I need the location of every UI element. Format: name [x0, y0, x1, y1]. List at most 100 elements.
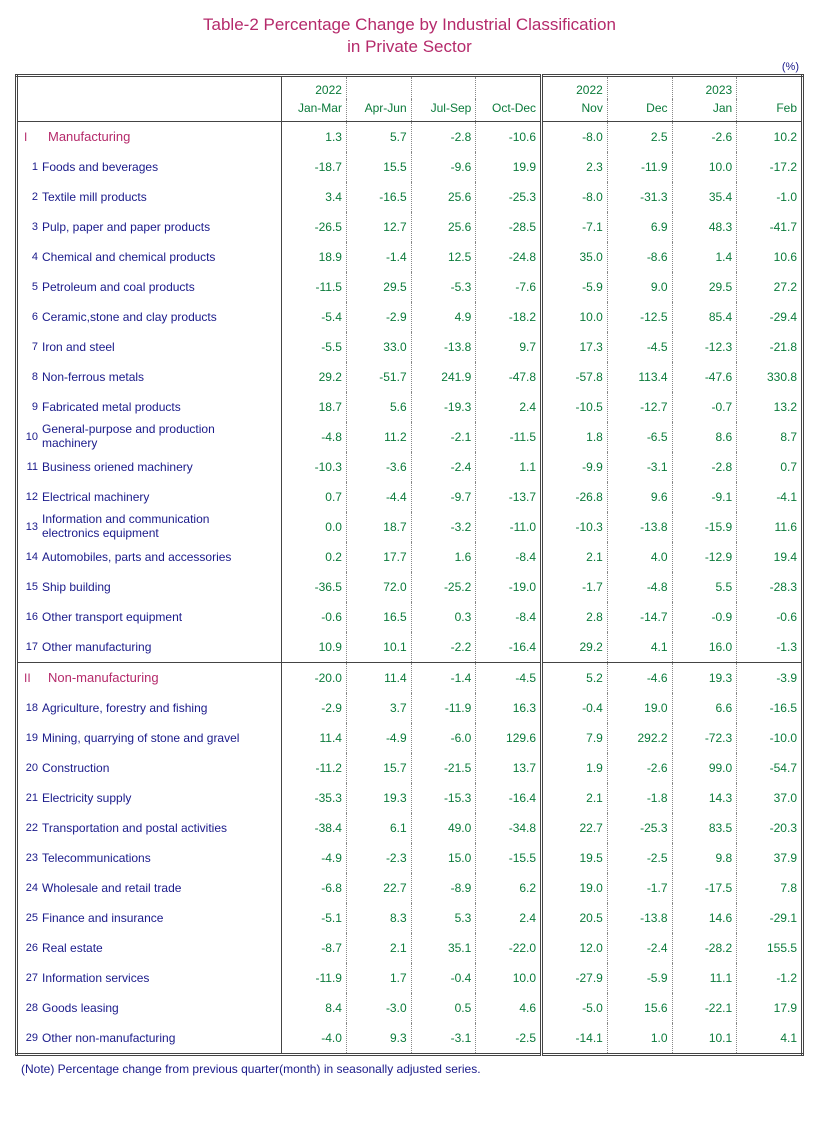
value-cell: 17.7 [346, 542, 411, 572]
table-row: 8Non-ferrous metals29.2-51.7241.9-47.8-5… [17, 362, 803, 392]
unit-label: (%) [15, 61, 799, 73]
value-cell: -16.5 [737, 693, 803, 723]
value-cell: 49.0 [411, 813, 476, 843]
value-cell: -5.3 [411, 272, 476, 302]
row-label: Other transport equipment [38, 611, 182, 625]
table-row: 29Other non-manufacturing-4.09.3-3.1-2.5… [17, 1023, 803, 1055]
table-row: 21Electricity supply-35.319.3-15.3-16.42… [17, 783, 803, 813]
value-cell: -22.0 [476, 933, 542, 963]
value-cell: -11.2 [282, 753, 347, 783]
row-number: 29 [18, 1032, 38, 1044]
value-cell: 72.0 [346, 572, 411, 602]
value-cell: 4.9 [411, 302, 476, 332]
value-cell: 10.2 [737, 122, 803, 153]
table-row: 10General-purpose and production machine… [17, 422, 803, 452]
value-cell: -3.1 [411, 1023, 476, 1055]
row-number: 20 [18, 762, 38, 774]
table-row: 13Information and communication electron… [17, 512, 803, 542]
table-row: 9Fabricated metal products18.75.6-19.32.… [17, 392, 803, 422]
value-cell: 19.0 [607, 693, 672, 723]
value-cell: -5.4 [282, 302, 347, 332]
value-cell: -15.3 [411, 783, 476, 813]
value-cell: 6.6 [672, 693, 737, 723]
value-cell: 292.2 [607, 723, 672, 753]
row-label-cell: 29Other non-manufacturing [17, 1023, 282, 1055]
row-number: 28 [18, 1002, 38, 1014]
value-cell: 0.3 [411, 602, 476, 632]
value-cell: -11.5 [282, 272, 347, 302]
value-cell: 1.0 [607, 1023, 672, 1055]
value-cell: -2.1 [411, 422, 476, 452]
row-number: 6 [18, 311, 38, 323]
value-cell: 35.0 [542, 242, 608, 272]
value-cell: 17.9 [737, 993, 803, 1023]
table-row: IManufacturing1.35.7-2.8-10.6-8.02.5-2.6… [17, 122, 803, 153]
row-number: 21 [18, 792, 38, 804]
value-cell: 6.9 [607, 212, 672, 242]
value-cell: -4.0 [282, 1023, 347, 1055]
row-label-cell: 9Fabricated metal products [17, 392, 282, 422]
value-cell: -10.3 [282, 452, 347, 482]
value-cell: 10.9 [282, 632, 347, 663]
value-cell: -25.2 [411, 572, 476, 602]
col-head: Apr-Jun [346, 99, 411, 122]
value-cell: 10.1 [346, 632, 411, 663]
value-cell: 15.0 [411, 843, 476, 873]
row-number: 1 [18, 161, 38, 173]
value-cell: 8.3 [346, 903, 411, 933]
value-cell: -41.7 [737, 212, 803, 242]
row-label: Textile mill products [38, 191, 147, 205]
value-cell: -8.4 [476, 542, 542, 572]
col-head: Feb [737, 99, 803, 122]
row-label: Information services [38, 972, 149, 986]
value-cell: -24.8 [476, 242, 542, 272]
value-cell: -57.8 [542, 362, 608, 392]
value-cell: -8.0 [542, 182, 608, 212]
table-row: 12Electrical machinery0.7-4.4-9.7-13.7-2… [17, 482, 803, 512]
value-cell: -2.4 [411, 452, 476, 482]
value-cell: -5.0 [542, 993, 608, 1023]
table-row: 19Mining, quarrying of stone and gravel1… [17, 723, 803, 753]
data-table: 2022 2022 2023 Jan-Mar Apr-Jun Jul-Sep O… [15, 74, 804, 1056]
value-cell: -11.9 [607, 152, 672, 182]
value-cell: -13.7 [476, 482, 542, 512]
row-label: Non-ferrous metals [38, 371, 144, 385]
value-cell: -1.3 [737, 632, 803, 663]
value-cell: 19.0 [542, 873, 608, 903]
value-cell: -16.5 [346, 182, 411, 212]
col-head: Jul-Sep [411, 99, 476, 122]
table-row: 6Ceramic,stone and clay products-5.4-2.9… [17, 302, 803, 332]
value-cell: -35.3 [282, 783, 347, 813]
value-cell: -10.3 [542, 512, 608, 542]
value-cell: -47.6 [672, 362, 737, 392]
row-label: Information and communication electronic… [38, 513, 252, 541]
table-row: 1Foods and beverages-18.715.5-9.619.92.3… [17, 152, 803, 182]
value-cell: -8.0 [542, 122, 608, 153]
row-label-cell: 10General-purpose and production machine… [17, 422, 282, 452]
value-cell: 11.1 [672, 963, 737, 993]
value-cell: 25.6 [411, 212, 476, 242]
value-cell: -0.6 [737, 602, 803, 632]
value-cell: -18.2 [476, 302, 542, 332]
table-row: 11Business oriened machinery-10.3-3.6-2.… [17, 452, 803, 482]
value-cell: -8.6 [607, 242, 672, 272]
row-label: Chemical and chemical products [38, 251, 215, 265]
value-cell: 17.3 [542, 332, 608, 362]
value-cell: 1.7 [346, 963, 411, 993]
value-cell: -21.5 [411, 753, 476, 783]
value-cell: -9.7 [411, 482, 476, 512]
value-cell: -2.8 [672, 452, 737, 482]
value-cell: -5.5 [282, 332, 347, 362]
value-cell: 2.1 [346, 933, 411, 963]
row-label: Goods leasing [38, 1002, 119, 1016]
row-label: Petroleum and coal products [38, 281, 195, 295]
value-cell: -11.9 [411, 693, 476, 723]
value-cell: 15.6 [607, 993, 672, 1023]
table-row: 15Ship building-36.572.0-25.2-19.0-1.7-4… [17, 572, 803, 602]
value-cell: -4.9 [282, 843, 347, 873]
table-row: 28Goods leasing8.4-3.00.54.6-5.015.6-22.… [17, 993, 803, 1023]
value-cell: -0.6 [282, 602, 347, 632]
value-cell: -0.9 [672, 602, 737, 632]
value-cell: -13.8 [607, 512, 672, 542]
value-cell: 1.3 [282, 122, 347, 153]
